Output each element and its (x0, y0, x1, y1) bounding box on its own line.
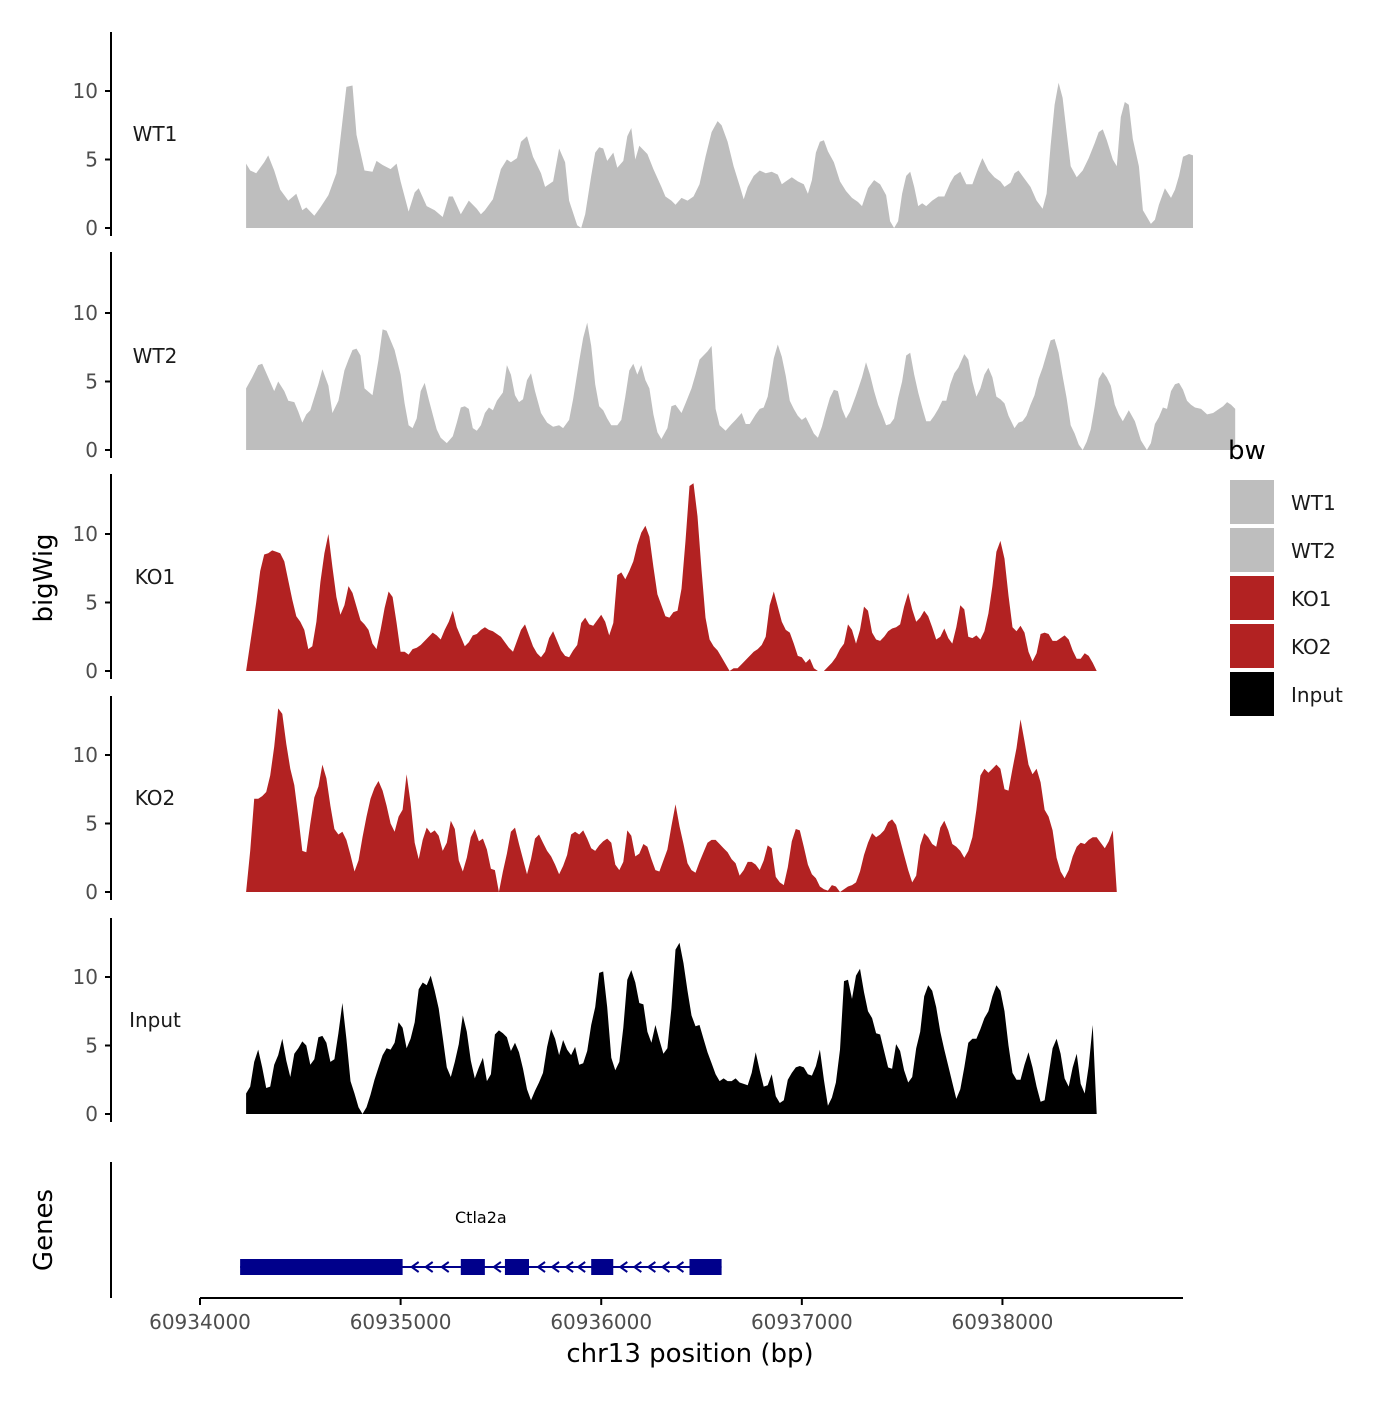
track-ko1: 0 5 10 KO1 (73, 474, 1097, 683)
y-tick-label: 10 (73, 965, 98, 989)
x-tick-label: 60938000 (952, 1310, 1054, 1334)
y-axis-title: bigWig (29, 533, 59, 622)
y-tick-label: 0 (85, 216, 98, 240)
series-area-wt2 (246, 322, 1236, 450)
strand-arrow (492, 1261, 502, 1273)
gene-exon (504, 1259, 530, 1275)
legend-label-wt2: WT2 (1291, 539, 1336, 563)
legend-swatch-wt2 (1230, 528, 1274, 572)
y-tick-label: 0 (85, 1102, 98, 1126)
track-label: WT1 (133, 122, 178, 146)
y-tick-label: 10 (73, 79, 98, 103)
y-tick-label: 5 (85, 812, 98, 836)
legend-label-ko1: KO1 (1291, 587, 1332, 611)
gene-strand-arrows (409, 1261, 685, 1273)
legend-entries: WT1 WT2 KO1 KO2 Input (1230, 480, 1343, 716)
track-label: KO1 (135, 565, 176, 589)
strand-arrow (576, 1261, 586, 1273)
y-tick-label: 5 (85, 370, 98, 394)
x-tick-label: 60937000 (751, 1310, 853, 1334)
series-area-ko2 (246, 708, 1117, 892)
y-tick-label: 0 (85, 438, 98, 462)
strand-arrow (440, 1261, 450, 1273)
genes-axis-title: Genes (29, 1189, 59, 1271)
x-axis-title: chr13 position (bp) (566, 1339, 813, 1369)
legend-swatch-ko2 (1230, 624, 1274, 668)
strand-arrow (646, 1261, 656, 1273)
legend-swatch-wt1 (1230, 480, 1274, 524)
gene-exon (591, 1259, 614, 1275)
track-label: WT2 (133, 344, 178, 368)
gene-name-label: Ctla2a (455, 1208, 507, 1227)
bigwig-tracks: 0 5 10 WT1 0 5 10 WT2 0 5 10 KO1 0 5 10 KO2 0 5 10 Input (73, 32, 1236, 1126)
strand-arrow (564, 1261, 574, 1273)
legend-label-ko2: KO2 (1291, 635, 1332, 659)
strand-arrow (550, 1261, 560, 1273)
track-input: 0 5 10 Input (73, 918, 1097, 1126)
track-label: KO2 (135, 786, 176, 810)
legend-title: bw (1228, 436, 1266, 466)
legend-swatch-input (1230, 672, 1274, 716)
gene-exon (689, 1259, 722, 1275)
strand-arrow (536, 1261, 546, 1273)
gene-exon (460, 1259, 485, 1275)
legend-label-input: Input (1291, 683, 1343, 707)
strand-arrow (674, 1261, 685, 1273)
gene-exons (240, 1259, 722, 1275)
series-area-ko1 (246, 483, 1097, 671)
strand-arrow (632, 1261, 642, 1273)
x-tick-label: 60936000 (550, 1310, 652, 1334)
track-label: Input (129, 1008, 181, 1032)
x-axis: 60934000 60935000 60936000 60937000 60938000 (149, 1297, 1183, 1334)
y-tick-label: 5 (85, 591, 98, 615)
legend-swatch-ko1 (1230, 576, 1274, 620)
strand-arrow (409, 1261, 420, 1273)
track-wt1: 0 5 10 WT1 (73, 32, 1194, 240)
y-tick-label: 5 (85, 148, 98, 172)
x-tick-label: 60934000 (149, 1310, 251, 1334)
legend-label-wt1: WT1 (1291, 491, 1336, 515)
series-area-wt1 (246, 82, 1194, 228)
track-ko2: 0 5 10 KO2 (73, 696, 1117, 904)
series-area-input (246, 942, 1097, 1114)
y-tick-label: 10 (73, 301, 98, 325)
gene-panel: Ctla2a (110, 1162, 722, 1298)
strand-arrow (660, 1261, 671, 1273)
x-tick-label: 60935000 (350, 1310, 452, 1334)
gene-exon (240, 1259, 403, 1275)
strand-arrow (618, 1261, 628, 1273)
legend: bw WT1 WT2 KO1 KO2 Input (1228, 436, 1343, 716)
y-tick-label: 10 (73, 743, 98, 767)
y-tick-label: 5 (85, 1034, 98, 1058)
y-tick-label: 0 (85, 659, 98, 683)
strand-arrow (423, 1261, 434, 1273)
y-tick-label: 0 (85, 880, 98, 904)
track-wt2: 0 5 10 WT2 (73, 252, 1236, 462)
y-tick-label: 10 (73, 522, 98, 546)
